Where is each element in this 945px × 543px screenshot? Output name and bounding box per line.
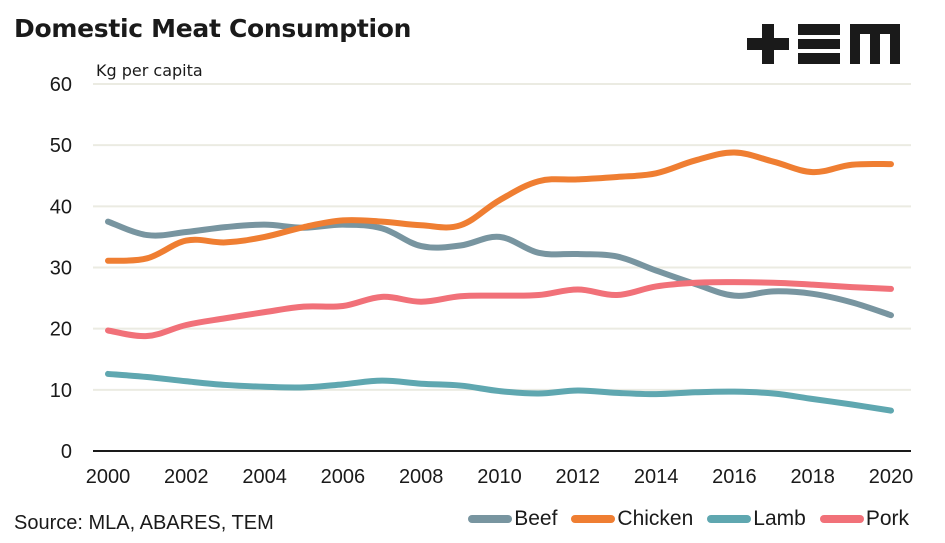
legend-swatch xyxy=(707,515,752,523)
x-tick-label: 2014 xyxy=(634,466,679,488)
x-tick-label: 2012 xyxy=(556,466,601,488)
legend-swatch xyxy=(468,515,513,523)
logo-m xyxy=(850,24,900,64)
legend-item-pork: Pork xyxy=(819,507,909,531)
legend-label: Chicken xyxy=(617,507,694,530)
series-line-pork xyxy=(105,279,894,340)
x-tick-label: 2018 xyxy=(790,466,835,488)
logo-e-top xyxy=(798,24,840,35)
y-tick-label: 10 xyxy=(50,380,72,402)
series-line-beef xyxy=(105,218,894,319)
y-tick-label: 30 xyxy=(50,258,72,280)
legend-label: Lamb xyxy=(753,507,806,530)
y-tick-label: 50 xyxy=(50,135,72,157)
legend-item-beef: Beef xyxy=(468,507,557,531)
x-tick-label: 2000 xyxy=(86,466,131,488)
y-axis-label: Kg per capita xyxy=(96,61,203,80)
x-tick-label: 2016 xyxy=(712,466,757,488)
y-tick-label: 60 xyxy=(50,74,72,96)
y-axis-ticks: 0 10 20 30 40 50 60 xyxy=(50,74,72,463)
y-tick-label: 20 xyxy=(50,319,72,341)
x-tick-label: 2008 xyxy=(399,466,444,488)
series-line-chicken xyxy=(105,149,894,264)
legend-label: Pork xyxy=(865,507,909,530)
legend: Beef Chicken Lamb Pork xyxy=(468,507,909,531)
x-axis-ticks: 2000 2002 2004 2006 2008 2010 2012 2014 2016 2018… xyxy=(86,466,914,488)
tem-logo xyxy=(747,24,900,64)
legend-item-chicken: Chicken xyxy=(571,507,693,531)
gridlines xyxy=(93,83,911,452)
x-tick-label: 2006 xyxy=(321,466,366,488)
logo-e-bottom xyxy=(798,53,840,64)
legend-swatch xyxy=(571,515,616,523)
x-tick-label: 2004 xyxy=(242,466,287,488)
chart-title: Domestic Meat Consumption xyxy=(14,14,412,43)
y-tick-label: 40 xyxy=(50,196,72,218)
x-tick-label: 2002 xyxy=(164,466,209,488)
legend-item-lamb: Lamb xyxy=(707,507,806,531)
legend-swatch xyxy=(819,515,864,523)
logo-plus-vertical xyxy=(762,24,774,64)
legend-label: Beef xyxy=(514,507,558,530)
logo-e-middle xyxy=(798,39,840,49)
y-tick-label: 0 xyxy=(61,441,72,463)
series-line-lamb xyxy=(105,370,894,414)
source-note: Source: MLA, ABARES, TEM xyxy=(14,512,274,534)
x-tick-label: 2010 xyxy=(477,466,522,488)
x-tick-label: 2020 xyxy=(869,466,914,488)
series-lines xyxy=(105,149,894,414)
